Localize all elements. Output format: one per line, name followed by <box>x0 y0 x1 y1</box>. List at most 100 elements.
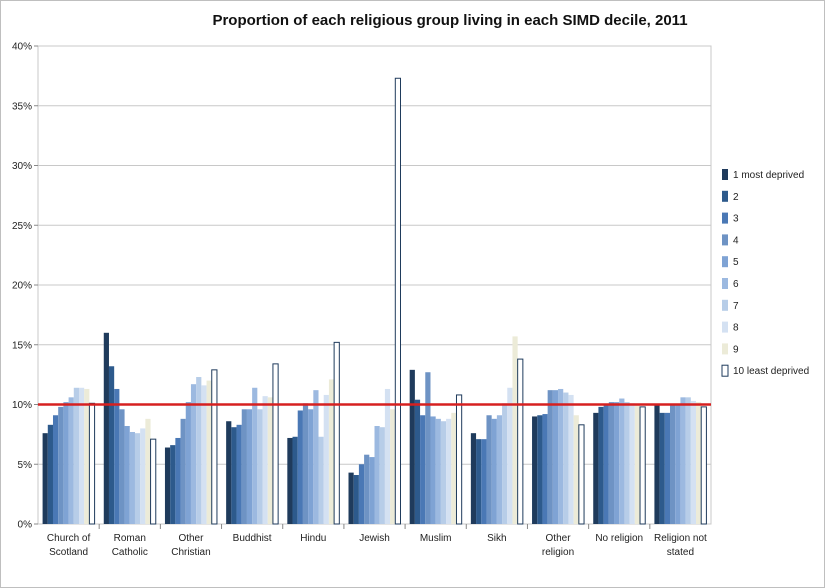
category-label: Sikh <box>487 533 506 544</box>
bar <box>390 409 396 524</box>
bar <box>164 447 171 524</box>
bar <box>328 379 335 524</box>
bar <box>507 387 513 524</box>
legend-label: 8 <box>733 323 739 334</box>
bar <box>654 404 660 524</box>
bar <box>532 416 538 524</box>
bar <box>517 358 524 525</box>
bar <box>134 433 141 524</box>
bar <box>563 392 569 524</box>
bar <box>292 436 298 524</box>
bar <box>414 399 421 524</box>
bar <box>502 403 508 524</box>
bar <box>680 397 686 524</box>
y-tick-label: 25% <box>12 221 32 232</box>
bar <box>308 409 314 524</box>
category-label: Other <box>178 533 204 544</box>
bar <box>394 77 401 525</box>
bar <box>409 369 415 524</box>
bar <box>598 406 604 524</box>
bar <box>108 366 115 524</box>
bar <box>690 400 697 524</box>
y-tick-label: 0% <box>18 520 33 531</box>
bar <box>353 475 359 524</box>
bar <box>700 406 707 525</box>
y-tick-label: 20% <box>12 281 32 292</box>
bar <box>68 397 74 524</box>
bar <box>206 380 212 524</box>
legend-label: 5 <box>733 257 739 268</box>
bar <box>603 404 609 524</box>
bar <box>491 418 497 524</box>
legend-swatch <box>722 343 728 355</box>
category-label: stated <box>667 547 694 558</box>
legend-label: 9 <box>733 344 739 355</box>
bar <box>170 445 176 524</box>
bar <box>150 438 157 525</box>
bar <box>455 394 463 525</box>
bar <box>226 421 232 524</box>
bar <box>629 403 635 524</box>
bar <box>496 415 503 524</box>
legend-swatch <box>721 364 729 377</box>
bar <box>257 409 263 524</box>
category-label: Scotland <box>49 547 88 558</box>
legend-swatch <box>722 190 728 202</box>
legend-swatch <box>722 169 728 180</box>
bar <box>175 437 181 524</box>
bar <box>185 402 191 524</box>
bar <box>246 409 253 524</box>
bar <box>430 416 436 524</box>
bar <box>63 402 69 524</box>
bar <box>333 341 340 525</box>
bar <box>42 433 48 524</box>
bar <box>670 404 676 524</box>
bar <box>476 439 482 524</box>
y-tick-label: 10% <box>12 400 32 411</box>
bar <box>481 439 487 524</box>
bar <box>73 387 79 524</box>
bar <box>180 418 186 524</box>
legend-swatch <box>722 299 728 311</box>
bar <box>323 394 329 524</box>
bar <box>379 427 385 524</box>
bar <box>78 387 85 524</box>
bar <box>190 384 197 524</box>
legend-swatch <box>722 212 728 224</box>
bar <box>446 418 452 524</box>
bar <box>302 403 309 524</box>
category-label: Other <box>546 533 572 544</box>
bar <box>578 424 585 525</box>
bar <box>384 388 391 524</box>
y-tick-label: 35% <box>12 101 32 112</box>
legend-label: 7 <box>733 301 739 312</box>
bar <box>313 390 319 524</box>
plot-area: 0% 5% 10% 15% 20% 25% 30% 35% 40% Church of Scotla… <box>12 42 712 558</box>
bar <box>369 457 375 524</box>
bar <box>420 415 426 524</box>
bar <box>470 433 477 524</box>
legend-label: 1 most deprived <box>733 170 804 181</box>
bar <box>547 390 553 524</box>
bar <box>542 414 548 524</box>
bar <box>272 363 279 525</box>
category-label: religion <box>542 547 574 558</box>
bar <box>297 410 303 524</box>
bar <box>639 406 646 525</box>
bar <box>435 418 441 524</box>
bar <box>287 437 293 524</box>
bar <box>664 412 671 524</box>
bar <box>486 415 492 524</box>
legend-swatch <box>722 234 728 246</box>
bar <box>119 409 125 524</box>
category-label: Church of <box>47 533 91 544</box>
bar <box>267 397 273 524</box>
y-tick-label: 30% <box>12 161 32 172</box>
bar <box>675 404 681 524</box>
y-tick-label: 5% <box>18 460 33 471</box>
category-label: Jewish <box>359 533 390 544</box>
category-label: Buddhist <box>233 533 272 544</box>
bar <box>58 406 64 524</box>
